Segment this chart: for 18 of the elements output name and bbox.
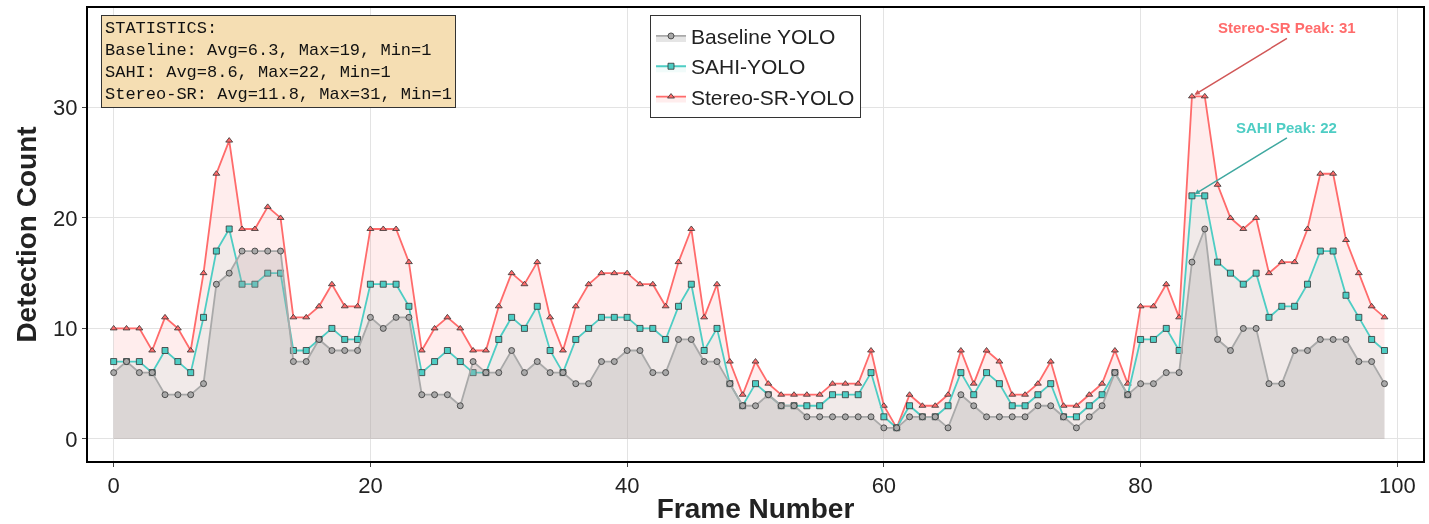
annotation: Stereo-SR Peak: 31: [1218, 19, 1356, 36]
annotation: STATISTICS: Baseline: Avg=6.3, Max=19, Min=1 SAHI: Avg=8.6, Max=22, Min=1 Stereo-SR: Avg=11.8, Max=31, Min=1: [105, 19, 452, 105]
y-tick-label: 20: [53, 205, 78, 231]
y-tick-label: 0: [65, 426, 78, 452]
legend-label: SAHI-YOLO: [691, 55, 806, 79]
annotation: SAHI Peak: 22: [1236, 119, 1337, 136]
x-tick-label: 20: [358, 473, 383, 499]
x-axis-title: Frame Number: [656, 493, 855, 524]
legend-label: Baseline YOLO: [691, 25, 836, 49]
legend-label: Stereo-SR-YOLO: [691, 85, 855, 109]
y-axis-title: Detection Count: [11, 126, 43, 343]
x-tick-label: 40: [614, 473, 640, 499]
y-tick-label: 10: [53, 316, 78, 342]
x-tick-label: 100: [1378, 473, 1416, 499]
x-tick-label: 80: [1128, 473, 1153, 499]
x-tick-label: 60: [871, 473, 897, 499]
x-tick-label: 0: [107, 473, 120, 499]
y-tick-label: 30: [53, 95, 78, 121]
